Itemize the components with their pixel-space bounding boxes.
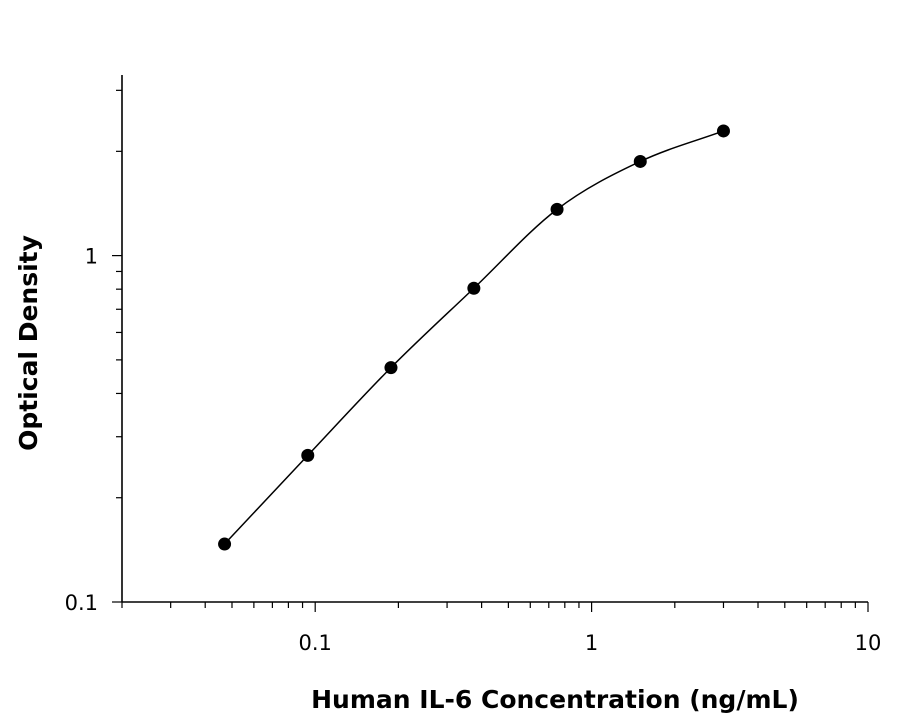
x-axis-title: Human IL-6 Concentration (ng/mL) (311, 685, 799, 714)
y-axis-tick-labels: 0.11 (65, 245, 98, 615)
data-point (716, 124, 730, 138)
data-point (633, 154, 647, 168)
y-tick-label: 0.1 (65, 591, 98, 615)
data-point (550, 202, 564, 216)
y-axis-ticks (112, 89, 122, 603)
x-tick-label: 10 (855, 631, 882, 655)
x-axis-tick-labels: 0.1 1 10 (298, 631, 881, 655)
data-points (218, 124, 730, 551)
y-axis-title: Optical Density (14, 235, 43, 451)
axes (121, 75, 868, 603)
data-point (384, 361, 398, 375)
fitted-curve (224, 130, 724, 545)
data-point (301, 448, 315, 462)
data-point (467, 281, 481, 295)
x-axis-ticks (121, 602, 869, 612)
x-tick-label: 0.1 (298, 631, 331, 655)
data-point (218, 537, 232, 551)
x-tick-label: 1 (585, 631, 598, 655)
y-tick-label: 1 (85, 245, 98, 269)
